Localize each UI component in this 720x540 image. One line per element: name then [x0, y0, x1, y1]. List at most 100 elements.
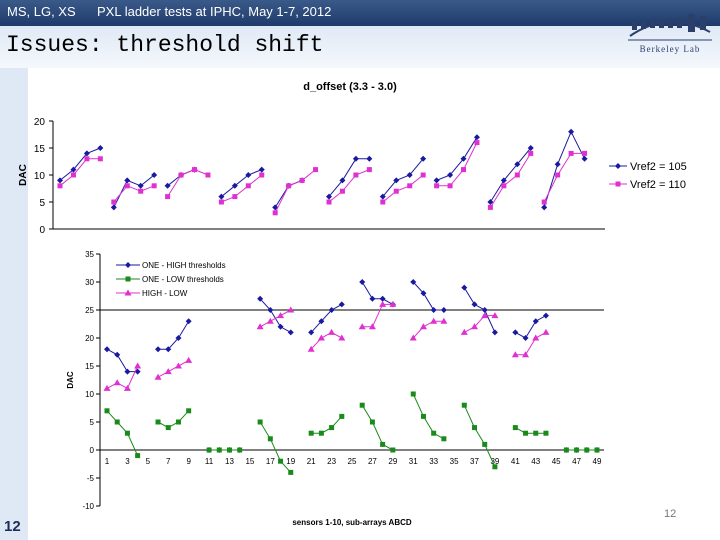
chart2-y-tick-label: -5: [87, 474, 95, 483]
chart1-data-point: [326, 193, 332, 200]
chart1-series-line: [436, 136, 478, 181]
chart2-legend-marker: [125, 276, 131, 282]
chart2-data-point: [410, 391, 416, 397]
chart1-data-point: [339, 177, 346, 184]
chart1-data-point: [527, 145, 534, 151]
chart2-data-point: [512, 425, 518, 431]
chart2-data-point: [206, 447, 212, 453]
chart1-data-point: [339, 188, 345, 194]
chart1-data-point: [97, 145, 104, 151]
chart1-data-point: [393, 188, 399, 194]
chart2-data-point: [318, 430, 324, 436]
chart2-x-tick-label: 7: [166, 457, 171, 466]
chart2-data-point: [174, 362, 182, 369]
chart2-series-line: [106, 348, 138, 373]
chart1-data-point: [124, 183, 130, 189]
chart2-x-tick-label: 31: [409, 457, 418, 466]
chart2-x-tick-label: 45: [552, 457, 561, 466]
chart2-x-tick-label: 25: [348, 457, 357, 466]
chart2-x-tick-label: 49: [593, 457, 602, 466]
chart2-data-point: [358, 323, 366, 330]
chart1-legend-marker: [615, 181, 621, 187]
chart2-x-tick-label: 19: [286, 457, 295, 466]
chart1-data-point: [379, 193, 386, 200]
chart2-data-point: [574, 447, 580, 453]
chart2-x-tick-label: 15: [245, 457, 254, 466]
chart2-data-point: [103, 384, 111, 391]
chart1-series-line: [328, 158, 370, 197]
chart1-series-line: [113, 185, 155, 203]
chart2-data-point: [266, 317, 274, 324]
chart2-data-point: [380, 441, 386, 447]
chart1-data-point: [500, 177, 507, 184]
chart1-series-line: [382, 174, 424, 203]
chart1-data-point: [501, 183, 507, 189]
chart2-x-tick-label: 9: [186, 457, 191, 466]
slide-title: Issues: threshold shift: [6, 32, 324, 58]
chart2-x-tick-label: 37: [470, 457, 479, 466]
chart1-data-point: [326, 199, 332, 205]
chart2-series-line: [515, 427, 546, 434]
chart1-data-point: [568, 150, 574, 156]
chart2-data-point: [430, 307, 437, 313]
chart2-data-point: [523, 430, 529, 436]
chart1-data-point: [138, 188, 144, 194]
chart2-x-tick-label: 5: [146, 457, 151, 466]
chart2-data-point: [420, 290, 427, 297]
chart1-data-point: [232, 194, 238, 200]
chart2-data-point: [481, 307, 488, 313]
chart1-series-line: [543, 152, 585, 203]
chart1-data-point: [420, 155, 427, 162]
chart2-data-point: [175, 335, 182, 341]
chart2-data-point: [328, 328, 336, 335]
chart2-data-point: [135, 453, 141, 459]
berkeley-lab-logo: [628, 14, 712, 41]
chart1-y-tick-label: 20: [34, 117, 46, 128]
chart2-data-point: [482, 441, 488, 447]
chart1-data-point: [487, 199, 494, 205]
chart2-x-tick-label: 13: [225, 457, 234, 466]
chart2-data-point: [389, 300, 397, 307]
header-title: PXL ladder tests at IPHC, May 1-7, 2012: [97, 4, 332, 19]
chart1-data-point: [245, 172, 252, 178]
chart2-series-line: [412, 393, 445, 440]
chart2-data-point: [134, 362, 142, 369]
chart2-data-point: [256, 323, 264, 330]
chart2-data-point: [287, 306, 295, 313]
chart2-data-point: [175, 419, 181, 425]
chart1-data-point: [366, 167, 372, 173]
chart1-data-point: [151, 172, 158, 178]
chart1-data-point: [286, 183, 292, 189]
chart2-data-point: [359, 402, 365, 408]
chart1-data-point: [70, 172, 76, 178]
chart1-data-point: [165, 194, 171, 200]
chart2-series-line: [412, 281, 444, 311]
chart2-data-point: [440, 317, 448, 324]
chart2-data-point: [154, 373, 162, 380]
chart2-data-point: [123, 384, 131, 391]
chart2-data-point: [440, 307, 447, 313]
chart1-data-point: [433, 177, 440, 184]
chart2-y-tick-label: 20: [85, 334, 94, 343]
chart2-data-point: [472, 425, 477, 431]
chart2-data-point: [114, 419, 120, 425]
chart2-series-line: [463, 404, 496, 468]
chart2-data-point: [420, 413, 426, 419]
chart2-data-point: [287, 329, 294, 336]
chart2-x-tick-label: 1: [105, 457, 110, 466]
chart1-data-point: [407, 183, 413, 189]
chart2-data-point: [165, 425, 171, 431]
chart2-data-point: [584, 447, 590, 453]
chart2-data-point: [338, 334, 346, 341]
chart2-data-point: [471, 323, 478, 330]
chart2-series-line: [259, 421, 292, 473]
chart2-data-point: [532, 334, 540, 341]
chart2-data-point: [267, 436, 273, 442]
chart2-x-tick-label: 21: [307, 457, 316, 466]
chart1-data-point: [258, 166, 265, 173]
chart1-data-point: [541, 199, 547, 205]
chart1-data-point: [178, 172, 184, 178]
chart2-series-line: [157, 359, 189, 378]
page-number: 12: [664, 508, 677, 520]
